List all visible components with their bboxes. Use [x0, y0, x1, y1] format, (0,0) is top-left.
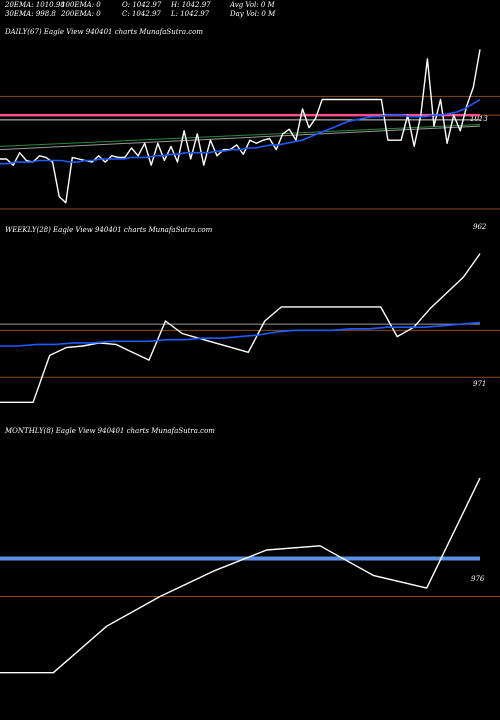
header-avgvol: Avg Vol: 0 M — [230, 1, 275, 9]
weekly-ema-line — [0, 321, 481, 347]
header-ema100: 100EMA: 0 — [61, 1, 101, 9]
daily-price-line — [0, 49, 481, 204]
monthly-tick-label: 976 — [471, 575, 485, 583]
header-ema200: 200EMA: 0 — [61, 10, 101, 18]
daily-tick-label-upper: 1013 — [470, 115, 488, 123]
weekly-panel-title: WEEKLY(28) Eagle View 940401 charts Muna… — [5, 226, 213, 234]
header-low: L: 1042.97 — [171, 10, 210, 18]
header-open: O: 1042.97 — [122, 1, 162, 9]
header-dayvol: Day Vol: 0 M — [230, 10, 276, 18]
header-ema20: 20EMA: 1010.98 — [5, 1, 65, 9]
monthly-panel-title: MONTHLY(8) Eagle View 940401 charts Muna… — [5, 427, 215, 435]
daily-green-trend — [0, 124, 481, 147]
monthly-price-line — [0, 477, 481, 674]
daily-tick-label-lower: 962 — [473, 223, 487, 231]
daily-grey-trend — [0, 125, 481, 151]
daily-panel-title: DAILY(67) Eagle View 940401 charts Munaf… — [5, 28, 204, 36]
weekly-tick-label: 971 — [473, 380, 487, 388]
header-high: H: 1042.97 — [171, 1, 211, 9]
header-close: C: 1042.97 — [122, 10, 161, 18]
header-ema30: 30EMA: 998.8 — [5, 10, 56, 18]
daily-ema-line — [0, 98, 481, 165]
weekly-price-line — [0, 253, 481, 403]
